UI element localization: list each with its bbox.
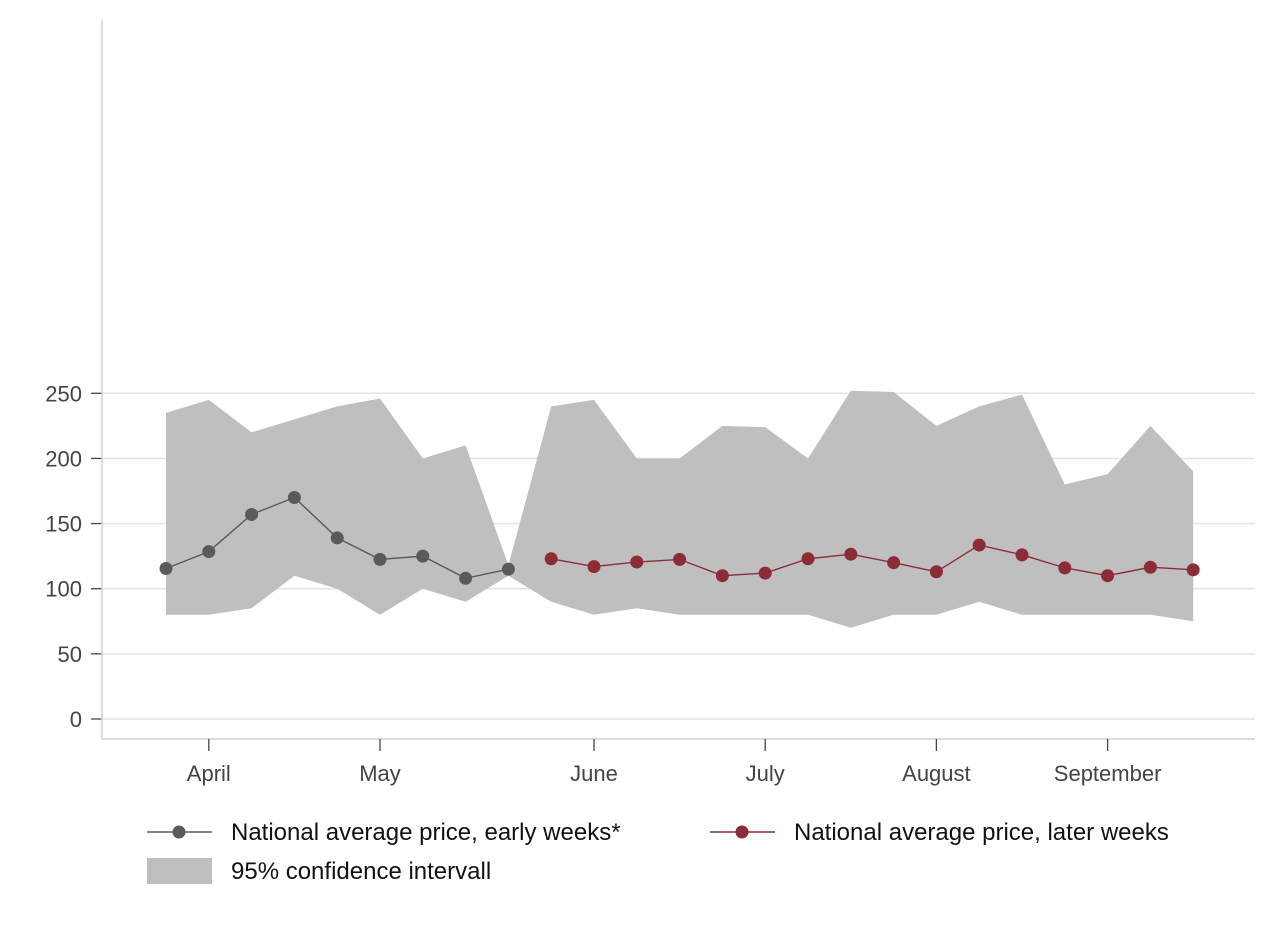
confidence-band-layer: [102, 0, 1265, 628]
y-tick-label: 0: [70, 707, 82, 732]
axes: 0 50 100 150 200 250 April May June July August Sep…: [45, 20, 1255, 786]
data-point: [758, 566, 772, 580]
data-point: [887, 556, 901, 570]
data-point: [1143, 560, 1157, 574]
data-point: [587, 560, 601, 574]
x-tick-label: September: [1054, 761, 1162, 786]
confidence-band: [166, 390, 1194, 628]
data-point: [1101, 569, 1115, 583]
data-point: [929, 565, 943, 579]
series-layer: [159, 491, 1200, 585]
data-point: [245, 507, 259, 521]
legend-swatch-marker: [172, 825, 186, 839]
series-line-2: [551, 544, 1194, 577]
legend-item-band: 95% confidence intervall: [147, 858, 491, 885]
legend: National average price, early weeks* Nati…: [147, 819, 1169, 885]
data-point: [202, 545, 216, 559]
x-tick-label: May: [359, 761, 401, 786]
data-point: [673, 552, 687, 566]
legend-label: 95% confidence intervall: [231, 858, 491, 885]
y-tick-label: 100: [45, 577, 82, 602]
legend-swatch-band: [147, 858, 212, 884]
data-point: [715, 569, 729, 583]
y-tick-label: 50: [58, 642, 82, 667]
data-point: [373, 552, 387, 566]
band-top-mask: [102, 0, 1265, 20]
y-tick-label: 250: [45, 381, 82, 406]
data-point: [844, 547, 858, 561]
data-point: [287, 491, 301, 505]
data-point: [544, 552, 558, 566]
data-point: [459, 571, 473, 585]
data-point: [330, 531, 344, 545]
legend-label: National average price, later weeks: [794, 819, 1169, 846]
y-tick-label: 150: [45, 512, 82, 537]
data-point: [1058, 561, 1072, 575]
legend-label: National average price, early weeks*: [231, 819, 621, 846]
legend-item-early: National average price, early weeks*: [147, 819, 621, 846]
data-point: [416, 549, 430, 563]
legend-swatch-marker: [735, 825, 749, 839]
data-point: [501, 562, 515, 576]
data-point: [972, 538, 986, 552]
y-tick-label: 200: [45, 446, 82, 471]
x-tick-label: April: [187, 761, 231, 786]
data-point: [159, 562, 173, 576]
x-tick-label: July: [746, 761, 785, 786]
x-tick-label: August: [902, 761, 971, 786]
data-point: [630, 555, 644, 569]
data-point: [1186, 563, 1200, 577]
data-point: [1015, 548, 1029, 562]
legend-item-later: National average price, later weeks: [710, 819, 1169, 846]
data-point: [801, 552, 815, 566]
x-tick-label: June: [570, 761, 618, 786]
